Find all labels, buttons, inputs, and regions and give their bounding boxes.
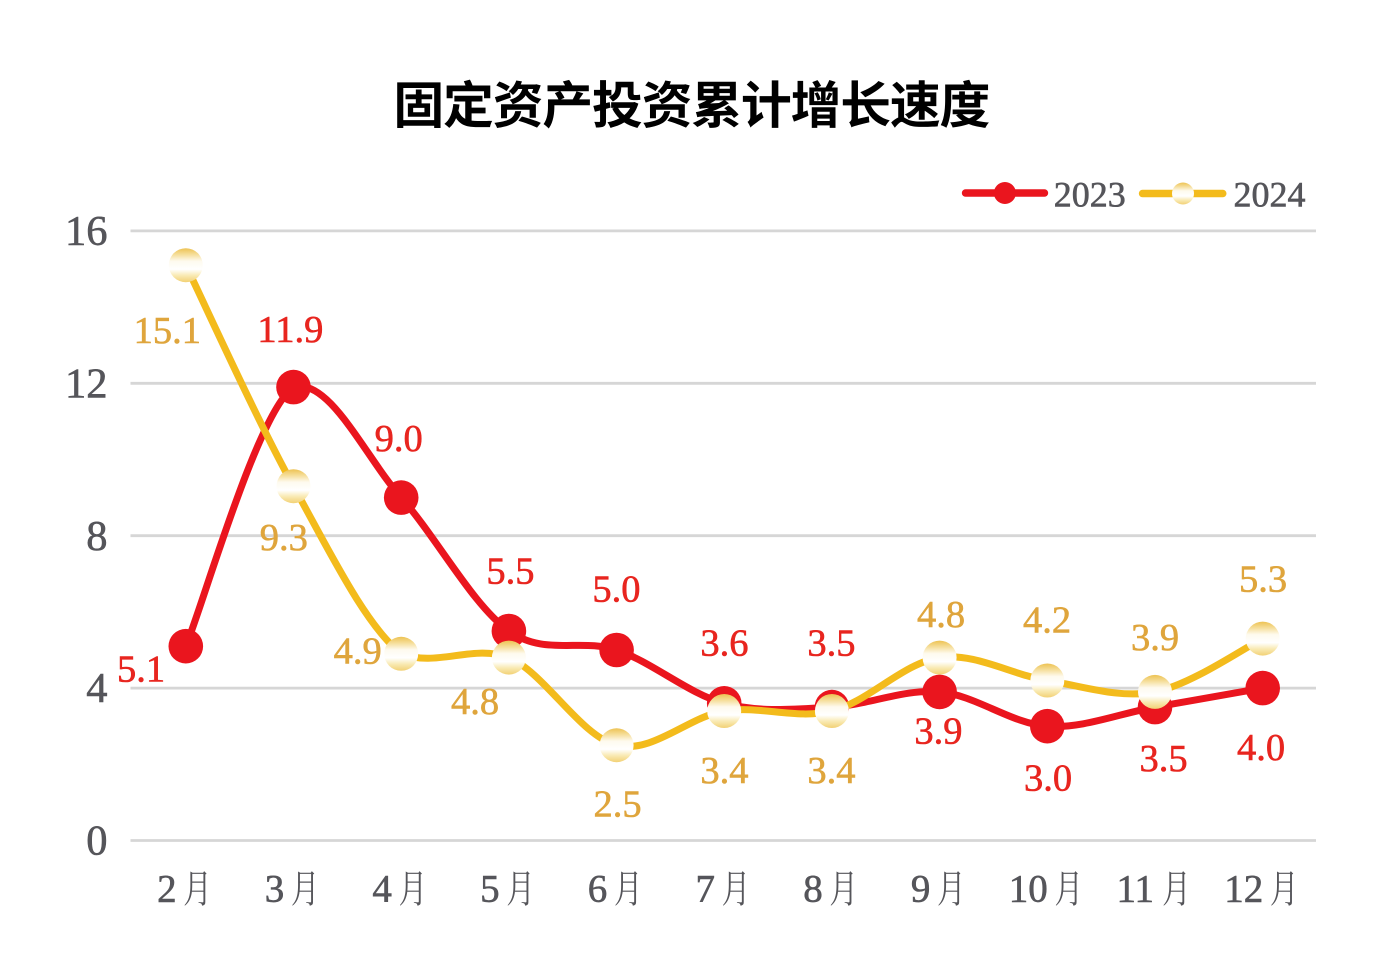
svg-text:10: 10 bbox=[1009, 868, 1048, 911]
svg-text:5.5: 5.5 bbox=[486, 551, 534, 593]
svg-text:4.0: 4.0 bbox=[1237, 727, 1285, 769]
svg-text:5.1: 5.1 bbox=[117, 649, 165, 691]
svg-text:2024: 2024 bbox=[1234, 175, 1306, 215]
svg-text:3: 3 bbox=[265, 868, 285, 911]
svg-text:2.5: 2.5 bbox=[593, 783, 641, 825]
svg-text:5.3: 5.3 bbox=[1239, 558, 1287, 600]
svg-text:9.3: 9.3 bbox=[260, 517, 308, 559]
svg-text:3.5: 3.5 bbox=[1139, 738, 1187, 780]
svg-text:4: 4 bbox=[372, 868, 392, 911]
svg-text:12: 12 bbox=[1224, 868, 1263, 911]
svg-text:3.0: 3.0 bbox=[1024, 757, 1072, 799]
svg-text:6: 6 bbox=[588, 868, 608, 911]
svg-text:3.9: 3.9 bbox=[1131, 617, 1179, 659]
svg-text:9: 9 bbox=[911, 868, 931, 911]
svg-text:3.4: 3.4 bbox=[700, 750, 748, 792]
svg-text:8: 8 bbox=[803, 868, 823, 911]
svg-text:4.9: 4.9 bbox=[334, 630, 382, 672]
svg-text:11: 11 bbox=[1117, 868, 1155, 911]
svg-text:3.4: 3.4 bbox=[807, 750, 855, 792]
svg-text:4.8: 4.8 bbox=[451, 681, 499, 723]
svg-text:4: 4 bbox=[86, 665, 107, 712]
svg-text:3.5: 3.5 bbox=[807, 623, 855, 665]
svg-text:4.2: 4.2 bbox=[1023, 599, 1071, 641]
svg-text:4.8: 4.8 bbox=[917, 594, 965, 636]
svg-text:7: 7 bbox=[696, 868, 716, 911]
svg-text:0: 0 bbox=[86, 818, 107, 865]
svg-text:3.6: 3.6 bbox=[700, 623, 748, 665]
svg-text:16: 16 bbox=[65, 208, 108, 255]
svg-text:2023: 2023 bbox=[1054, 175, 1126, 215]
svg-text:5.0: 5.0 bbox=[592, 568, 640, 610]
svg-text:8: 8 bbox=[86, 513, 107, 560]
svg-text:5: 5 bbox=[480, 868, 500, 911]
svg-text:3.9: 3.9 bbox=[914, 710, 962, 752]
svg-text:12: 12 bbox=[65, 360, 108, 407]
svg-text:11.9: 11.9 bbox=[257, 309, 323, 351]
svg-text:9.0: 9.0 bbox=[375, 418, 423, 460]
svg-text:15.1: 15.1 bbox=[134, 310, 201, 352]
svg-text:2: 2 bbox=[157, 868, 177, 911]
